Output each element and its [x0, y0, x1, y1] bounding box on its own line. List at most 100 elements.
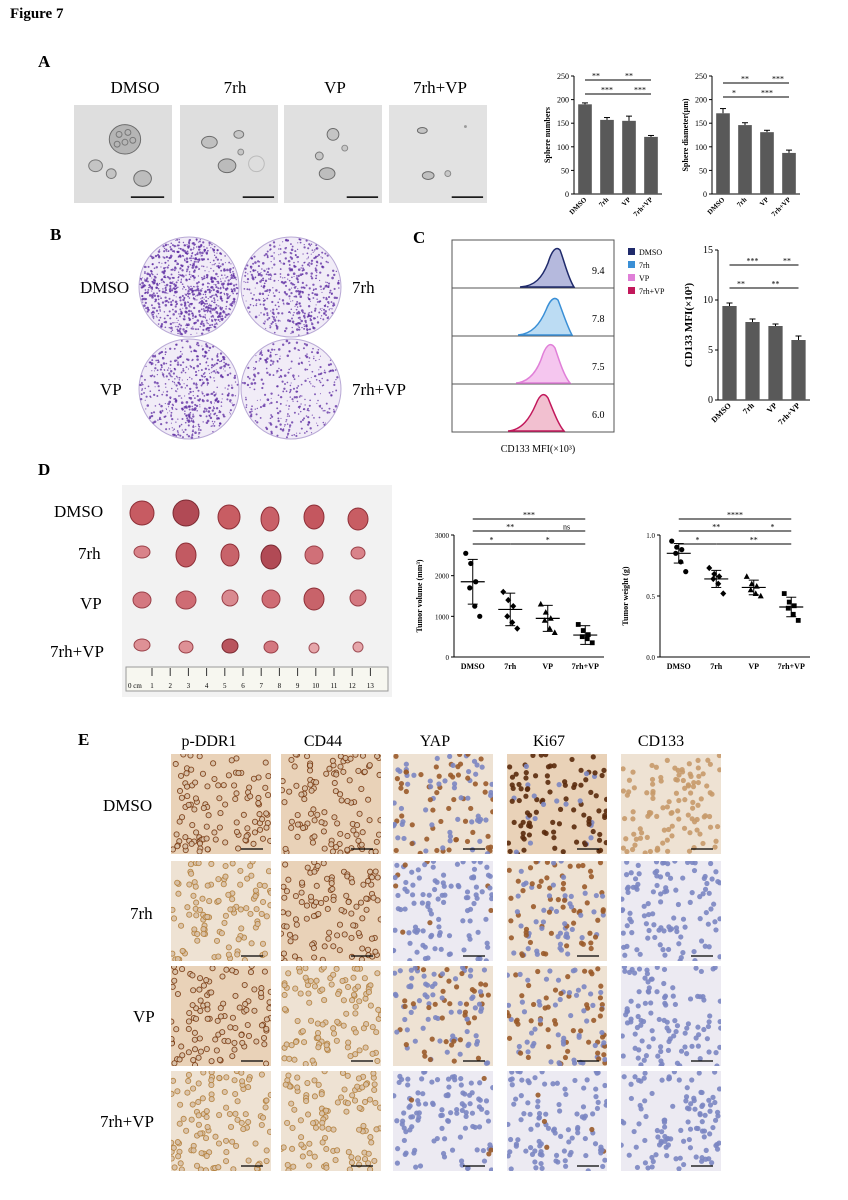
y-tick-label: 0	[446, 654, 450, 662]
colony-dot	[203, 246, 205, 248]
cell	[664, 837, 670, 843]
colony-dot	[213, 276, 216, 280]
cell	[640, 1018, 647, 1025]
cell	[557, 996, 563, 1003]
x-tick-label: 7rh	[597, 196, 610, 209]
cell	[464, 1016, 470, 1022]
cell	[507, 1121, 511, 1128]
colony-dot	[270, 401, 273, 405]
cell	[208, 1081, 215, 1088]
colony-dot	[267, 294, 270, 296]
colony-dot	[288, 295, 291, 298]
x-tick-label: VP	[620, 195, 633, 208]
cell	[588, 789, 594, 795]
cell	[197, 997, 204, 1004]
cell	[650, 1158, 656, 1165]
colony-dot	[209, 318, 211, 320]
cell	[468, 1080, 474, 1086]
colony-dot	[198, 251, 202, 254]
colony-dot	[192, 366, 195, 370]
cell	[583, 771, 590, 777]
cell	[291, 763, 298, 770]
cell	[597, 995, 604, 1001]
colony-dot	[224, 316, 227, 319]
histogram-7rh	[517, 297, 574, 336]
colony-dot	[153, 370, 155, 372]
colony-dot	[270, 255, 272, 257]
colony-dot	[290, 291, 293, 295]
cell	[562, 893, 568, 899]
colony-dot	[144, 399, 146, 401]
colony-dot	[259, 280, 262, 283]
colony-dot	[296, 432, 298, 434]
colony-dot	[199, 293, 202, 296]
y-tick-label: 1000	[435, 613, 450, 621]
colony-dot	[192, 326, 194, 328]
cell	[227, 1123, 235, 1130]
cell	[267, 889, 271, 896]
colony-dot	[231, 290, 234, 293]
cell	[344, 832, 351, 840]
colony-dot	[270, 310, 272, 312]
cell	[401, 1110, 407, 1116]
cell	[649, 1164, 655, 1170]
cell	[471, 1015, 478, 1021]
colony-dot	[180, 386, 183, 389]
cell	[432, 1001, 438, 1007]
colony-dot	[275, 401, 279, 404]
ihc-background	[393, 754, 493, 854]
cell	[204, 882, 211, 889]
colony-dot	[217, 299, 219, 301]
cell	[354, 822, 361, 829]
cell	[653, 861, 660, 865]
cell	[246, 784, 253, 791]
colony-dot	[209, 376, 212, 379]
cell	[624, 1020, 631, 1026]
colony-dot	[203, 277, 206, 279]
cell	[444, 966, 450, 973]
colony-dot	[194, 431, 197, 434]
colony-dot	[279, 402, 282, 405]
cell	[543, 830, 549, 836]
colony-dot	[221, 307, 224, 309]
cell	[588, 940, 594, 946]
cell	[547, 968, 553, 974]
colony-dot	[209, 304, 213, 307]
cell	[699, 1103, 705, 1109]
cell	[340, 997, 347, 1004]
cell	[507, 972, 510, 978]
cell	[447, 754, 453, 759]
colony-dot	[256, 303, 258, 305]
colony-dot	[188, 271, 191, 273]
colony-dot	[267, 254, 269, 256]
cell	[555, 1032, 561, 1038]
cell	[393, 874, 398, 881]
colony-dot	[275, 325, 279, 329]
colony-dot	[181, 283, 184, 285]
cell	[711, 901, 717, 907]
colony-dot	[167, 244, 169, 246]
colony-dot	[183, 296, 186, 299]
colony-dot	[300, 309, 304, 312]
cell	[337, 849, 344, 854]
colony-dot	[279, 276, 282, 278]
cell	[191, 1029, 198, 1036]
cell	[406, 930, 412, 936]
cell	[667, 875, 674, 881]
colony-dot	[165, 292, 167, 294]
x-tick-label: VP	[765, 401, 779, 415]
colony-dot	[203, 309, 206, 313]
cell	[300, 824, 307, 832]
colony-dot	[212, 345, 215, 348]
colony-dot	[149, 395, 152, 398]
colony-dot	[333, 296, 337, 300]
cell	[588, 969, 594, 975]
ihc-image-cd133-7rh	[621, 861, 721, 961]
colony-dot	[247, 281, 249, 284]
cell	[691, 819, 698, 825]
ihc-background	[621, 1071, 721, 1171]
colony-dot	[209, 372, 211, 374]
cell	[402, 886, 408, 892]
ihc-image-cd133-7rhvp	[621, 1071, 721, 1171]
cell	[476, 1001, 483, 1007]
